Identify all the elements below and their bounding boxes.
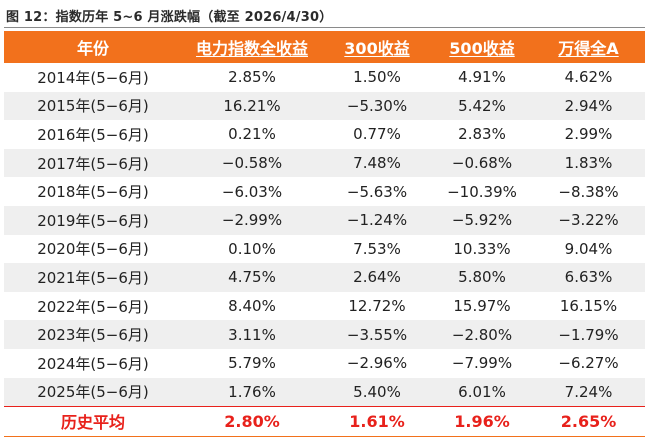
power-index-cell: 3.11% [182,320,322,349]
power-index-cell: −2.99% [182,205,322,235]
csi300-cell: −3.55% [322,320,432,349]
wind-all-a-cell: −8.38% [532,177,645,206]
year-cell: 2019年(5−6月) [4,205,182,235]
csi500-cell: −0.68% [432,148,532,178]
power-index-cell: 8.40% [182,291,322,321]
average-row: 历史平均 2.80% 1.61% 1.96% 2.65% [4,406,645,437]
csi500-cell: 5.42% [432,91,532,121]
year-cell: 2025年(5−6月) [4,377,182,407]
power-index-cell: 4.75% [182,263,322,292]
header-wind-all-a: 万得全A [532,31,645,63]
wind-all-a-cell: −6.27% [532,348,645,378]
csi300-cell: 12.72% [322,291,432,321]
wind-all-a-cell: 1.83% [532,148,645,178]
power-index-cell: −0.58% [182,148,322,178]
average-wind-all-a-cell: 2.65% [532,406,645,437]
wind-all-a-cell: 7.24% [532,377,645,407]
table-row: 2023年(5−6月) 3.11% −3.55% −2.80% −1.79% [4,320,645,349]
year-cell: 2017年(5−6月) [4,148,182,178]
header-year: 年份 [4,31,182,63]
wind-all-a-cell: 9.04% [532,234,645,264]
wind-all-a-cell: 4.62% [532,63,645,92]
csi300-cell: −2.96% [322,348,432,378]
average-label: 历史平均 [4,406,182,437]
power-index-cell: 1.76% [182,377,322,407]
csi500-cell: 4.91% [432,63,532,92]
power-index-cell: 16.21% [182,91,322,121]
title-divider [4,27,645,28]
power-index-cell: −6.03% [182,177,322,206]
csi500-cell: 10.33% [432,234,532,264]
wind-all-a-cell: 6.63% [532,263,645,292]
csi500-cell: −10.39% [432,177,532,206]
csi500-cell: −7.99% [432,348,532,378]
table-row: 2020年(5−6月) 0.10% 7.53% 10.33% 9.04% [4,234,645,264]
csi500-cell: 15.97% [432,291,532,321]
average-csi300-cell: 1.61% [322,406,432,437]
wind-all-a-cell: −3.22% [532,205,645,235]
year-cell: 2018年(5−6月) [4,177,182,206]
csi300-cell: −5.63% [322,177,432,206]
csi500-cell: −2.80% [432,320,532,349]
year-cell: 2022年(5−6月) [4,291,182,321]
table-row: 2021年(5−6月) 4.75% 2.64% 5.80% 6.63% [4,263,645,292]
table-row: 2014年(5−6月) 2.85% 1.50% 4.91% 4.62% [4,63,645,92]
year-cell: 2024年(5−6月) [4,348,182,378]
average-power-index-cell: 2.80% [182,406,322,437]
year-cell: 2020年(5−6月) [4,234,182,264]
power-index-cell: 0.21% [182,120,322,149]
csi500-cell: 6.01% [432,377,532,407]
table-row: 2015年(5−6月) 16.21% −5.30% 5.42% 2.94% [4,91,645,121]
power-index-cell: 2.85% [182,63,322,92]
power-index-cell: 5.79% [182,348,322,378]
table-row: 2022年(5−6月) 8.40% 12.72% 15.97% 16.15% [4,291,645,321]
csi300-cell: −5.30% [322,91,432,121]
wind-all-a-cell: 2.99% [532,120,645,149]
year-cell: 2023年(5−6月) [4,320,182,349]
header-power-index: 电力指数全收益 [182,31,322,63]
csi300-cell: 5.40% [322,377,432,407]
year-cell: 2016年(5−6月) [4,120,182,149]
csi500-cell: −5.92% [432,205,532,235]
csi500-cell: 2.83% [432,120,532,149]
year-cell: 2014年(5−6月) [4,63,182,92]
wind-all-a-cell: 16.15% [532,291,645,321]
average-csi500-cell: 1.96% [432,406,532,437]
year-cell: 2021年(5−6月) [4,263,182,292]
figure-title: 图 12：指数历年 5~6 月涨跌幅（截至 2026/4/30） [6,10,333,25]
csi300-cell: 2.64% [322,263,432,292]
power-index-cell: 0.10% [182,234,322,264]
header-csi300: 300收益 [322,31,432,63]
returns-table: 年份 电力指数全收益 300收益 500收益 万得全A 2014年(5−6月) 2… [4,31,645,437]
csi300-cell: −1.24% [322,205,432,235]
csi500-cell: 5.80% [432,263,532,292]
header-csi500: 500收益 [432,31,532,63]
table-row: 2017年(5−6月) −0.58% 7.48% −0.68% 1.83% [4,148,645,178]
table-row: 2019年(5−6月) −2.99% −1.24% −5.92% −3.22% [4,205,645,235]
wind-all-a-cell: −1.79% [532,320,645,349]
csi300-cell: 7.53% [322,234,432,264]
table-row: 2016年(5−6月) 0.21% 0.77% 2.83% 2.99% [4,120,645,149]
table-row: 2024年(5−6月) 5.79% −2.96% −7.99% −6.27% [4,348,645,378]
csi300-cell: 0.77% [322,120,432,149]
wind-all-a-cell: 2.94% [532,91,645,121]
year-cell: 2015年(5−6月) [4,91,182,121]
csi300-cell: 7.48% [322,148,432,178]
table-row: 2018年(5−6月) −6.03% −5.63% −10.39% −8.38% [4,177,645,206]
csi300-cell: 1.50% [322,63,432,92]
header-row: 年份 电力指数全收益 300收益 500收益 万得全A [4,31,645,63]
table-row: 2025年(5−6月) 1.76% 5.40% 6.01% 7.24% [4,377,645,407]
